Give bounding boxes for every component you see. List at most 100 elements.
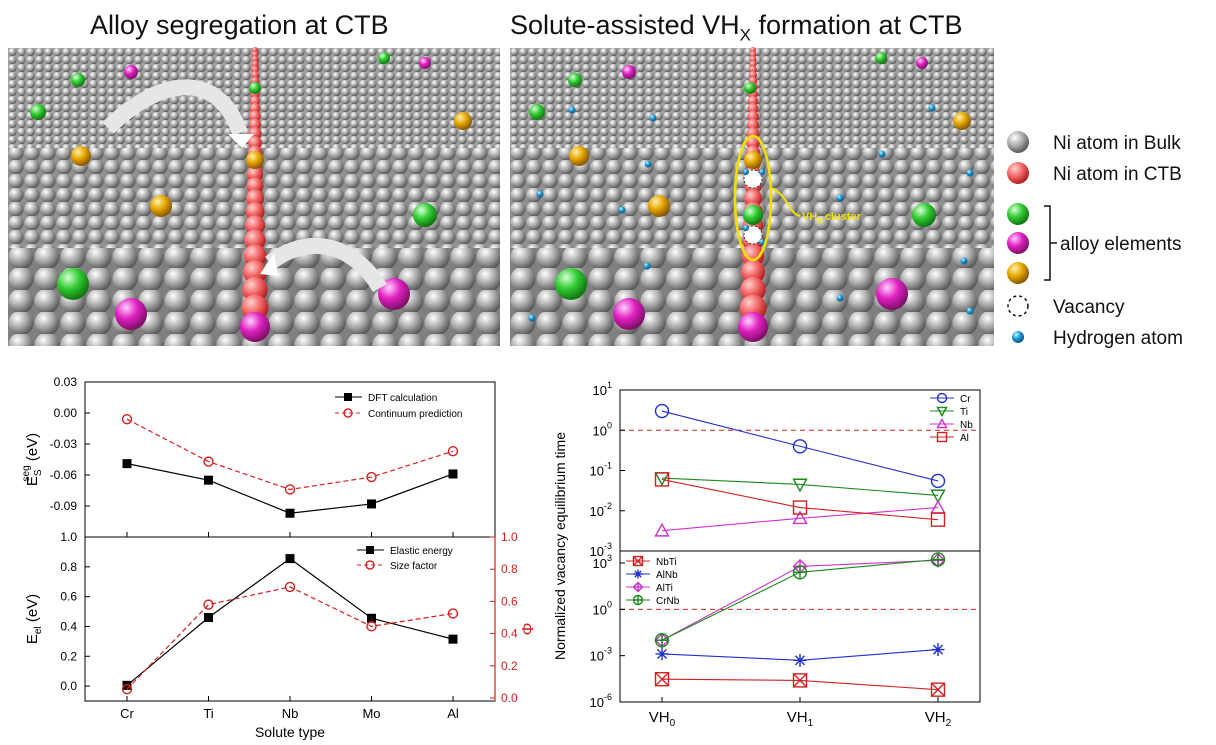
data-point	[204, 613, 213, 623]
y-tick-label: 103	[593, 553, 612, 571]
y-tick-label: -0.09	[50, 499, 78, 513]
data-point	[931, 552, 945, 566]
y-tick-exp: -2	[604, 501, 612, 511]
ctb-atom	[244, 215, 266, 236]
legend-marker	[343, 408, 353, 418]
ctb-atom	[248, 135, 262, 150]
segregation-energy-plot: 0.03 0.00 -0.03 -0.06 -0.09 ESseg (eV) DFT cal…	[21, 375, 496, 538]
y-axis-label: Normalized vacancy equilibrium time	[552, 432, 568, 660]
ctb-atom	[249, 102, 261, 114]
data-point	[654, 472, 670, 487]
ctb-atom	[250, 71, 260, 80]
y-tick-label: -0.03	[50, 437, 78, 451]
alloy-gold-icon	[1007, 262, 1029, 284]
legend-marker	[633, 582, 643, 592]
y-tick-exp: -3	[604, 541, 612, 551]
y2-tick-label: 0.0	[501, 691, 518, 705]
legend-marker	[936, 406, 948, 417]
data-point	[122, 680, 132, 690]
data-point	[284, 484, 296, 495]
ctb-atom	[244, 229, 266, 251]
data-point	[367, 613, 376, 623]
legend-label-hydrogen: Hydrogen atom	[1053, 328, 1183, 349]
y-tick-exp: 3	[607, 553, 612, 563]
y-tick-base: 10	[590, 649, 604, 664]
legend-marker	[365, 560, 375, 570]
ctb-atom	[248, 127, 262, 140]
y-axis-label-sub: el	[33, 626, 44, 634]
ctb-atom	[246, 166, 264, 183]
x-tick-main: VH	[925, 709, 946, 726]
y-axis-label-sub: S	[33, 469, 44, 476]
legend-label: Size factor	[390, 561, 438, 572]
legend-label: Continuum prediction	[368, 409, 463, 420]
y-tick-label: 10-2	[590, 501, 612, 519]
legend-marker	[633, 569, 643, 579]
ctb-atom	[740, 276, 766, 303]
y-tick-label: 1.0	[60, 530, 77, 544]
y-axis-label-main: E	[24, 476, 41, 486]
y-tick-label: 10-6	[590, 692, 612, 710]
data-point	[655, 672, 669, 687]
data-point	[930, 512, 946, 527]
data-point	[285, 508, 295, 518]
x-tick-label: VH1	[787, 709, 814, 729]
data-point	[654, 403, 670, 419]
ctb-atom	[245, 201, 265, 222]
x-tick-label: Mo	[362, 706, 380, 721]
legend-label: Al	[960, 433, 969, 444]
data-point	[447, 608, 459, 619]
data-point	[930, 473, 946, 489]
vhx-cluster-label: VHx cluster	[802, 211, 862, 225]
data-point	[792, 673, 808, 688]
legend-marker	[633, 595, 643, 605]
data-point	[204, 475, 213, 485]
ctb-atom	[249, 110, 261, 123]
y-tick-base: 10	[590, 695, 604, 710]
y-tick-label: 0.0	[60, 679, 77, 693]
legend-marker	[936, 418, 948, 429]
y-tick-label: -0.06	[50, 468, 78, 482]
x-tick-label: VH2	[925, 709, 952, 729]
hydrogen-icon	[1012, 331, 1024, 343]
y-tick-label: 0.6	[60, 590, 77, 604]
legend-label-vacancy: Vacancy	[1053, 297, 1125, 318]
y-tick-base: 10	[593, 556, 607, 571]
legend-marker	[936, 431, 948, 443]
ctb-atom	[245, 189, 265, 208]
ctb-atom	[242, 276, 268, 303]
y-tick-exp: -3	[604, 646, 612, 656]
ni-bulk-icon	[1007, 131, 1029, 153]
data-point	[931, 682, 945, 697]
data-point	[284, 581, 296, 593]
x-tick-sub: 1	[808, 718, 814, 729]
y-axis-label-sup: seg	[21, 465, 32, 481]
ctb-atom	[251, 55, 259, 63]
x-tick-label: Ti	[203, 706, 213, 721]
ctb-atom	[251, 51, 259, 58]
data-point	[930, 552, 946, 568]
y-tick-exp: -1	[604, 461, 612, 471]
x-axis-label: Solute type	[255, 724, 325, 740]
series-line	[126, 418, 454, 491]
data-point	[655, 647, 669, 661]
ctb-atom	[748, 71, 758, 80]
y-tick-exp: 0	[607, 599, 612, 609]
legend-label: Cr	[960, 394, 971, 405]
data-point	[792, 500, 808, 515]
y-tick-base: 10	[593, 423, 607, 438]
legend-marker	[344, 393, 352, 401]
alloy-bracket	[1044, 205, 1057, 281]
y-tick-label: 10-3	[590, 541, 612, 559]
data-point	[121, 414, 133, 425]
legend-label-ni-bulk: Ni atom in Bulk	[1053, 133, 1181, 154]
series-line	[661, 478, 939, 521]
legend-label-alloy: alloy elements	[1060, 234, 1181, 255]
data-point	[792, 439, 808, 454]
data-point	[367, 499, 376, 509]
y-tick-base: 10	[590, 544, 604, 559]
y-axis-label-unit: (eV)	[24, 594, 41, 627]
x-tick-label: Nb	[282, 706, 299, 721]
data-point	[930, 489, 946, 504]
ctb-atom	[749, 65, 757, 74]
